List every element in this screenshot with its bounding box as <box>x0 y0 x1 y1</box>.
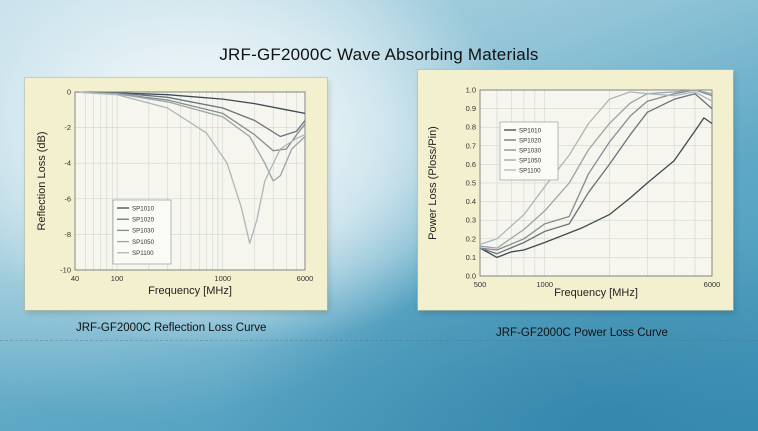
y-tick-label-0-4: 0.4 <box>466 197 476 206</box>
y-tick-label-1-0: 1.0 <box>466 86 476 95</box>
legend-entry-sp1050: SP1050 <box>519 157 542 164</box>
y-axis-label: Power Loss (Ploss/Pin) <box>427 126 439 240</box>
x-tick-label-6000: 6000 <box>704 280 721 289</box>
power-loss-chart: 500 1000 6000 0.0 0.1 0.2 0.3 0.4 0.5 0.6 0.7 0.8 0.… <box>427 86 721 300</box>
legend-entry-sp1010: SP1010 <box>519 127 542 134</box>
x-tick-label-6000: 6000 <box>297 274 314 283</box>
x-tick-label-1000: 1000 <box>214 274 231 283</box>
plot-area <box>75 92 305 270</box>
y-tick-label-0-3: 0.3 <box>466 216 476 225</box>
series-line-sp1050 <box>74 91 306 182</box>
y-tick-label-8: -8 <box>64 230 71 239</box>
y-tick-label-0-9: 0.9 <box>466 104 476 113</box>
y-tick-label-2: -2 <box>64 123 71 132</box>
reflection-loss-chart: 40 100 1000 6000 0 -2 -4 -6 -8 -10 Frequency [MHz]… <box>36 88 314 298</box>
legend-entry-sp1050: SP1050 <box>132 239 155 246</box>
x-axis-label: Frequency [MHz] <box>554 287 638 299</box>
power-loss-chart-panel: 500 1000 6000 0.0 0.1 0.2 0.3 0.4 0.5 0.6 0.7 0.8 0.… <box>418 70 733 310</box>
series-line-sp1100 <box>74 91 306 244</box>
legend-entry-sp1100: SP1100 <box>132 250 154 257</box>
series-line-sp1020 <box>74 91 306 138</box>
y-tick-label-0-2: 0.2 <box>466 234 476 243</box>
y-tick-label-0-7: 0.7 <box>466 141 476 150</box>
y-axis-label: Reflection Loss (dB) <box>36 131 48 230</box>
legend: SP1010 SP1020 SP1030 SP1050 SP1100 <box>499 121 559 181</box>
y-tick-label-6: -6 <box>64 194 71 203</box>
legend-entry-sp1020: SP1020 <box>132 217 155 224</box>
y-tick-label-0-8: 0.8 <box>466 123 476 132</box>
x-tick-label-40: 40 <box>71 274 79 283</box>
x-tick-label-100: 100 <box>111 274 124 283</box>
y-tick-label-0-6: 0.6 <box>466 160 476 169</box>
reflection-loss-chart-panel: 40 100 1000 6000 0 -2 -4 -6 -8 -10 Frequency [MHz]… <box>25 78 327 310</box>
x-tick-label-1000: 1000 <box>536 280 553 289</box>
y-tick-label-4: -4 <box>64 159 71 168</box>
series-line-sp1020 <box>479 93 713 255</box>
legend: SP1010 SP1020 SP1030 SP1050 SP1100 <box>112 199 172 265</box>
series-line-sp1030 <box>479 89 713 251</box>
series-line-sp1010 <box>479 117 713 259</box>
plot-frame <box>479 89 713 277</box>
series-line-sp1050 <box>479 89 713 249</box>
legend-entry-sp1030: SP1030 <box>519 147 542 154</box>
y-tick-label-0-1: 0.1 <box>466 253 476 262</box>
power-loss-caption: JRF-GF2000C Power Loss Curve <box>496 327 668 339</box>
y-tick-label-0-5: 0.5 <box>466 179 476 188</box>
legend-entry-sp1020: SP1020 <box>519 137 542 144</box>
legend-entry-sp1030: SP1030 <box>132 228 155 235</box>
x-axis-label: Frequency [MHz] <box>148 285 232 297</box>
plot-frame <box>74 91 306 271</box>
y-tick-label-0-0: 0.0 <box>466 272 476 281</box>
legend-entry-sp1100: SP1100 <box>519 167 541 174</box>
page-title: JRF-GF2000C Wave Absorbing Materials <box>219 45 539 64</box>
series-line-sp1100 <box>479 91 713 246</box>
reflection-loss-caption: JRF-GF2000C Reflection Loss Curve <box>76 322 267 334</box>
x-tick-label-500: 500 <box>474 280 487 289</box>
legend-entry-sp1010: SP1010 <box>132 205 155 212</box>
y-tick-label-10: -10 <box>60 266 71 275</box>
y-tick-label-0: 0 <box>67 88 71 97</box>
